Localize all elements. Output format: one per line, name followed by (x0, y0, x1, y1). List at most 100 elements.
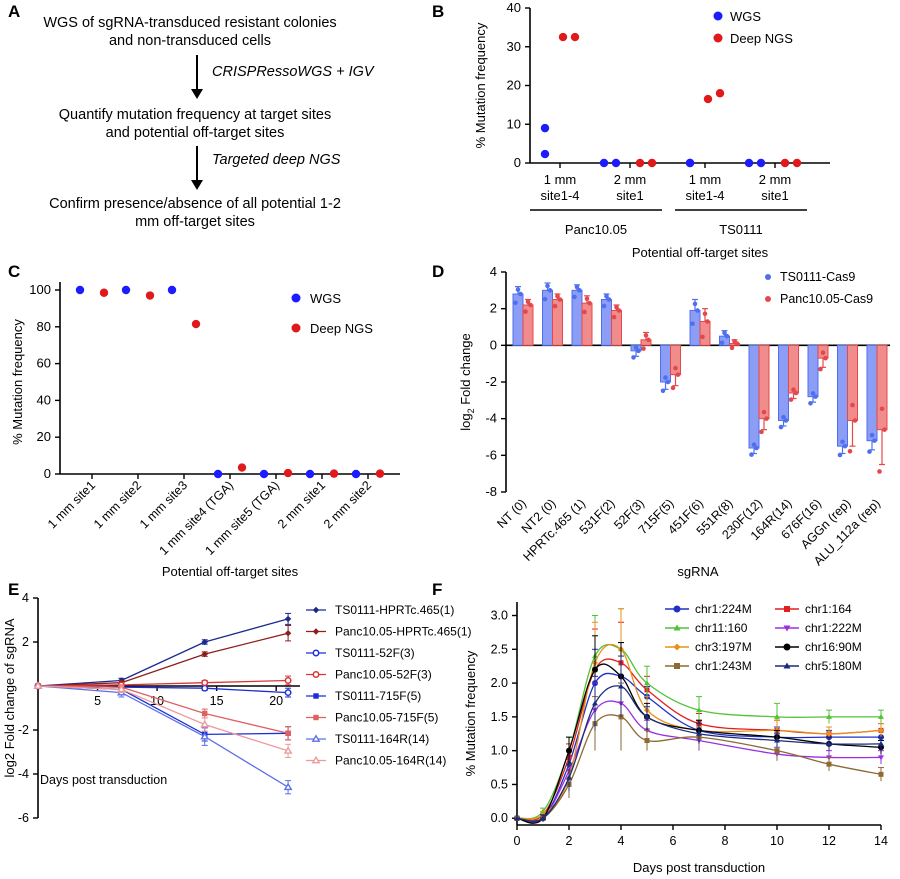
bar (788, 344, 799, 394)
y-tick-label: -4 (18, 767, 29, 781)
x-tick-label: 2 mm (614, 172, 647, 187)
data-point (284, 630, 292, 637)
bar (837, 344, 848, 447)
y-tick-label: 3.0 (491, 609, 508, 623)
legend-label: chr5:180M (805, 659, 862, 673)
replicate-point (808, 400, 813, 406)
replicate-point (518, 291, 523, 297)
flow-arrowhead-2 (191, 180, 203, 190)
legend-label: TS0111-Cas9 (780, 270, 855, 284)
data-point (566, 747, 572, 754)
replicate-point (673, 365, 678, 371)
legend-label: TS0111-HPRTc.465(1) (335, 603, 454, 617)
series-line (37, 618, 289, 687)
data-point (284, 615, 292, 623)
data-point (145, 291, 155, 300)
legend-marker (312, 649, 320, 657)
data-point (540, 149, 550, 159)
x-tick-label: 1 mm (689, 172, 722, 187)
data-point (878, 727, 884, 734)
bar (807, 344, 819, 398)
data-point (33, 681, 43, 689)
y-tick-label: 30 (507, 39, 521, 54)
data-point (213, 469, 223, 479)
replicate-point (818, 366, 823, 372)
workflow-diagram: WGS of sgRNA-transduced resistant coloni… (0, 0, 380, 250)
y-tick-label: -6 (18, 811, 29, 825)
data-point (774, 713, 780, 719)
bar (876, 344, 888, 431)
y-tick-label: 2 (22, 635, 29, 649)
replicate-point (513, 300, 518, 306)
data-point (826, 730, 832, 737)
replicate-point (877, 469, 882, 474)
flow-step-confirm: Confirm presence/absence of all potentia… (49, 196, 341, 230)
data-point (774, 748, 780, 754)
replicate-point (781, 414, 786, 420)
legend-label: Panc10.05-HPRTc.465(1) (335, 625, 472, 639)
replicate-point (850, 402, 855, 408)
replicate-point (552, 303, 558, 309)
replicate-point (823, 355, 828, 361)
legend-marker (784, 606, 790, 612)
replicate-point (764, 416, 769, 421)
legend-marker (783, 625, 791, 632)
replicate-point (840, 439, 845, 445)
legend-label: Panc10.05-52F(3) (335, 668, 432, 682)
chart-f: 0.0 0.5 1.0 1.5 2.0 2.5 3.0 0 2 4 6 8 10 12 14 chr1:224… (463, 602, 888, 875)
data-point (191, 319, 201, 329)
replicate-point (749, 452, 754, 457)
data-point (644, 680, 650, 686)
series-line (37, 632, 289, 687)
y-tick-label: 0.0 (491, 811, 508, 825)
legend-marker (713, 11, 723, 21)
replicate-point (636, 348, 641, 354)
legend-marker (313, 693, 319, 699)
y-axis-label: log2 Fold change (458, 333, 476, 431)
panel-letter-e: E (8, 580, 20, 599)
bar (778, 344, 789, 421)
data-point (696, 730, 702, 736)
legend-label: chr1:222M (805, 621, 862, 635)
replicate-point (633, 345, 639, 350)
replicate-point (604, 293, 609, 299)
replicate-point (614, 304, 619, 310)
replicate-point (542, 296, 548, 302)
y-tick-label: 40 (37, 392, 51, 407)
y-tick-label: -2 (485, 374, 497, 389)
data-point (878, 755, 884, 761)
y-tick-label: -4 (485, 411, 497, 426)
series-curve (516, 672, 881, 823)
data-point (592, 666, 598, 673)
x-axis-label: Potential off-target sites (162, 564, 299, 579)
legend-label: WGS (730, 9, 761, 24)
x-tick-label: 20 (269, 694, 283, 708)
x-tick-label: 14 (874, 834, 888, 848)
flow-step-quantify: Quantify mutation frequency at target si… (58, 107, 332, 141)
data-point (351, 469, 361, 479)
replicate-point (574, 284, 580, 290)
replicate-point (702, 311, 708, 317)
replicate-point (547, 288, 553, 293)
data-point (285, 730, 291, 736)
replicate-point (783, 418, 789, 423)
replicate-point (523, 309, 528, 314)
data-point (284, 689, 292, 697)
y-axis-label: % Mutation frequency (473, 22, 488, 148)
data-point (826, 740, 832, 746)
legend-marker (311, 755, 321, 764)
legend-marker (765, 274, 771, 280)
replicate-point (837, 452, 843, 458)
legend-marker (783, 643, 791, 651)
x-axis-label: Days post transduction (40, 773, 167, 787)
y-axis-label: % Mutation frequency (463, 650, 478, 776)
replicate-point (729, 345, 735, 351)
replicate-point (584, 296, 590, 302)
replicate-point (663, 375, 668, 380)
legend-label: TS0111-164R(14) (335, 732, 429, 746)
replicate-point (724, 333, 730, 339)
bar (699, 321, 711, 346)
x-tick-label: 8 (722, 834, 729, 848)
